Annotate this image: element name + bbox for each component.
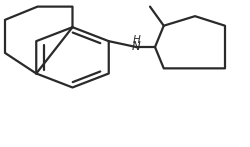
Text: H: H [132,35,140,45]
Text: N: N [132,40,140,53]
